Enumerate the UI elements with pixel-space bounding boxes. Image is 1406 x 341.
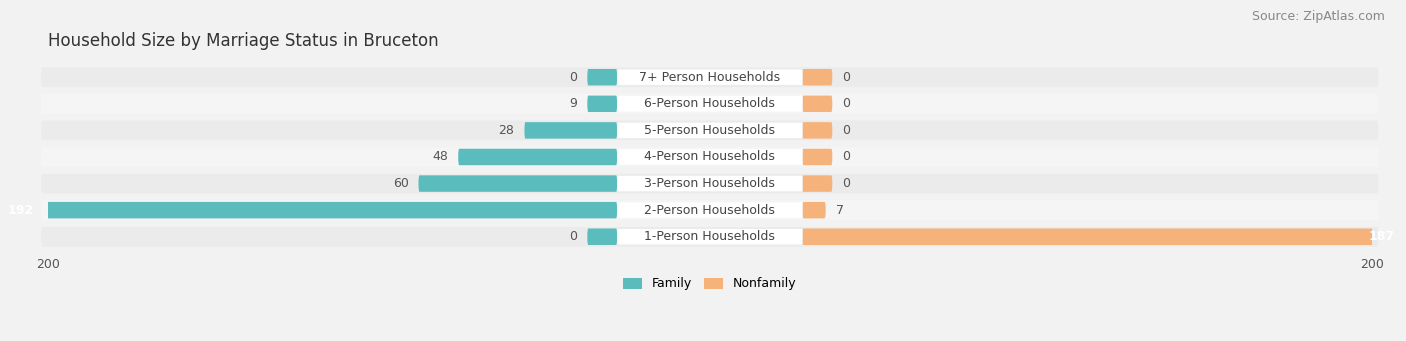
Text: 1-Person Households: 1-Person Households — [644, 230, 775, 243]
Text: 6-Person Households: 6-Person Households — [644, 97, 775, 110]
FancyBboxPatch shape — [458, 149, 617, 165]
FancyBboxPatch shape — [803, 69, 832, 86]
Text: 0: 0 — [842, 177, 851, 190]
FancyBboxPatch shape — [588, 95, 617, 112]
FancyBboxPatch shape — [617, 96, 803, 112]
Text: 0: 0 — [569, 230, 578, 243]
FancyBboxPatch shape — [617, 149, 803, 165]
FancyBboxPatch shape — [803, 149, 832, 165]
FancyBboxPatch shape — [803, 228, 1406, 245]
FancyBboxPatch shape — [617, 70, 803, 85]
Text: 7: 7 — [835, 204, 844, 217]
Text: Source: ZipAtlas.com: Source: ZipAtlas.com — [1251, 10, 1385, 23]
FancyBboxPatch shape — [41, 227, 1378, 247]
FancyBboxPatch shape — [41, 94, 1378, 114]
FancyBboxPatch shape — [617, 123, 803, 138]
FancyBboxPatch shape — [617, 229, 803, 244]
Text: 0: 0 — [569, 71, 578, 84]
Text: 2-Person Households: 2-Person Households — [644, 204, 775, 217]
Text: 5-Person Households: 5-Person Households — [644, 124, 775, 137]
Text: 187: 187 — [1369, 230, 1395, 243]
FancyBboxPatch shape — [803, 95, 832, 112]
FancyBboxPatch shape — [803, 202, 825, 218]
Text: 60: 60 — [392, 177, 409, 190]
FancyBboxPatch shape — [41, 174, 1378, 193]
Text: 9: 9 — [569, 97, 578, 110]
FancyBboxPatch shape — [803, 122, 832, 139]
FancyBboxPatch shape — [617, 176, 803, 191]
Legend: Family, Nonfamily: Family, Nonfamily — [623, 278, 797, 291]
Text: Household Size by Marriage Status in Bruceton: Household Size by Marriage Status in Bru… — [48, 32, 439, 50]
Text: 3-Person Households: 3-Person Households — [644, 177, 775, 190]
Text: 0: 0 — [842, 124, 851, 137]
FancyBboxPatch shape — [0, 202, 617, 218]
FancyBboxPatch shape — [588, 69, 617, 86]
Text: 48: 48 — [433, 150, 449, 163]
FancyBboxPatch shape — [41, 121, 1378, 140]
Text: 192: 192 — [8, 204, 34, 217]
Text: 0: 0 — [842, 150, 851, 163]
FancyBboxPatch shape — [419, 175, 617, 192]
FancyBboxPatch shape — [41, 147, 1378, 167]
FancyBboxPatch shape — [41, 200, 1378, 220]
Text: 7+ Person Households: 7+ Person Households — [640, 71, 780, 84]
Text: 0: 0 — [842, 71, 851, 84]
FancyBboxPatch shape — [617, 203, 803, 218]
Text: 4-Person Households: 4-Person Households — [644, 150, 775, 163]
Text: 28: 28 — [499, 124, 515, 137]
FancyBboxPatch shape — [524, 122, 617, 139]
Text: 0: 0 — [842, 97, 851, 110]
FancyBboxPatch shape — [803, 175, 832, 192]
FancyBboxPatch shape — [41, 68, 1378, 87]
FancyBboxPatch shape — [588, 228, 617, 245]
